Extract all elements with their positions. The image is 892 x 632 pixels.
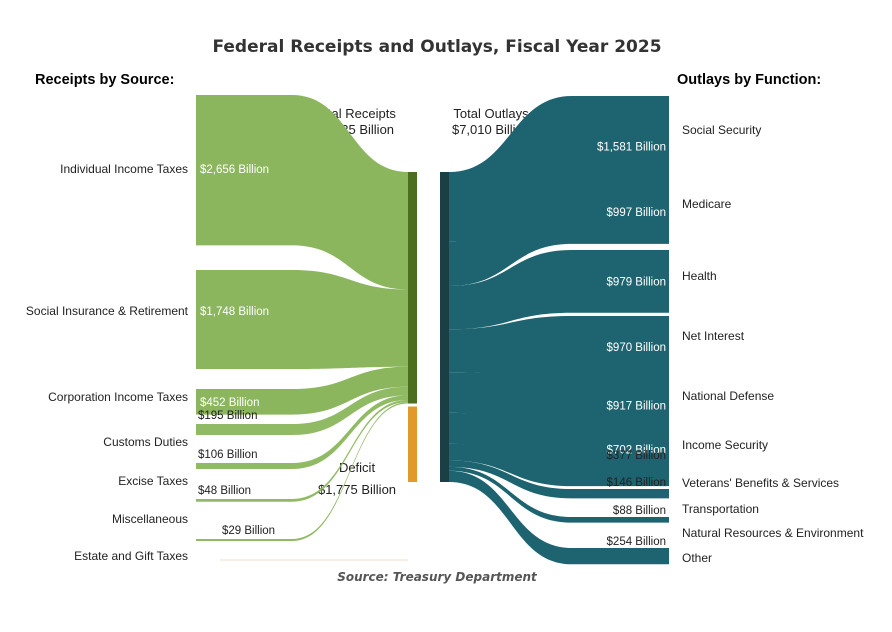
receipt-flow-customs-duties [196,386,408,436]
total-outlays-node [440,172,449,482]
receipt-value-customs-duties: $195 Billion [198,410,257,422]
outlay-flow-veterans-benefits-services [449,443,669,487]
outlay-label-income-security: Income Security [682,438,768,452]
receipt-value-excise-taxes: $106 Billion [198,449,257,461]
outlay-value-social-security: $1,581 Billion [597,142,666,154]
deficit-node [408,406,417,482]
total-receipts-node [408,172,417,404]
outlay-label-national-defense: National Defense [682,389,774,403]
receipts-heading: Receipts by Source: [35,72,174,88]
outlay-value-other: $254 Billion [607,536,666,548]
outlay-label-medicare: Medicare [682,197,732,211]
outlay-label-social-security: Social Security [682,123,761,137]
deficit-label: Deficit [339,460,376,475]
receipt-flows [196,95,408,541]
total-outlays-value: $7,010 Billion [452,122,530,137]
outlay-label-natural-resources-environment: Natural Resources & Environment [682,526,864,540]
outlay-value-income-security: $702 Billion [607,445,666,457]
outlay-value-natural-resources-environment: $88 Billion [613,505,666,517]
outlay-flow-net-interest [449,316,669,379]
outlay-label-transportation: Transportation [682,502,759,516]
outlay-value-national-defense: $917 Billion [607,400,666,412]
outlay-flow-health [449,250,669,330]
total-outlays-label: Total Outlays [453,106,529,121]
outlay-value-medicare: $997 Billion [607,207,666,219]
deficit-value: $1,775 Billion [318,482,396,497]
outlay-flow-medicare [449,180,669,287]
receipt-value-individual-income-taxes: $2,656 Billion [200,164,269,176]
outlay-flows [449,96,669,565]
receipt-label-individual-income-taxes: Individual Income Taxes [60,162,188,176]
receipt-flow-excise-taxes [196,395,408,470]
receipt-value-miscellaneous: $48 Billion [198,485,251,497]
outlay-label-other: Other [682,551,712,565]
outlay-flow-transportation [449,460,669,499]
outlay-value-health: $979 Billion [607,276,666,288]
chart-title: Federal Receipts and Outlays, Fiscal Yea… [212,37,661,57]
source-note: Source: Treasury Department [337,570,538,584]
outlay-value-veterans-benefits-services: $377 Billion [607,450,666,462]
receipt-label-customs-duties: Customs Duties [103,435,188,449]
receipt-label-corporation-income-taxes: Corporation Income Taxes [48,390,188,404]
receipt-value-social-insurance-retirement: $1,748 Billion [200,306,269,318]
outlay-value-net-interest: $970 Billion [607,342,666,354]
receipt-value-corporation-income-taxes: $452 Billion [200,397,259,409]
receipt-flow-estate-and-gift-taxes [196,402,408,541]
receipt-label-excise-taxes: Excise Taxes [118,474,188,488]
outlay-flow-income-security [449,412,669,473]
receipt-flow-corporation-income-taxes [196,366,408,415]
outlays-heading: Outlays by Function: [677,72,821,88]
outlay-label-net-interest: Net Interest [682,329,745,343]
flow-labels: Individual Income Taxes $2,656 Billion Soc… [26,123,864,565]
outlay-flow-social-security [449,96,669,242]
receipt-flow-individual-income-taxes [196,95,408,290]
outlay-label-veterans-benefits-services: Veterans' Benefits & Services [682,476,839,490]
receipt-label-miscellaneous: Miscellaneous [112,512,188,526]
outlay-flow-other [449,470,669,565]
outlay-value-transportation: $146 Billion [607,477,666,489]
receipt-value-estate-and-gift-taxes: $29 Billion [222,525,275,537]
receipt-label-social-insurance-retirement: Social Insurance & Retirement [26,304,189,318]
outlay-label-health: Health [682,269,717,283]
sankey-nodes [408,172,449,482]
receipt-label-estate-and-gift-taxes: Estate and Gift Taxes [74,549,188,563]
outlay-flow-natural-resources-environment [449,466,669,523]
receipt-flow-social-insurance-retirement [196,270,408,369]
